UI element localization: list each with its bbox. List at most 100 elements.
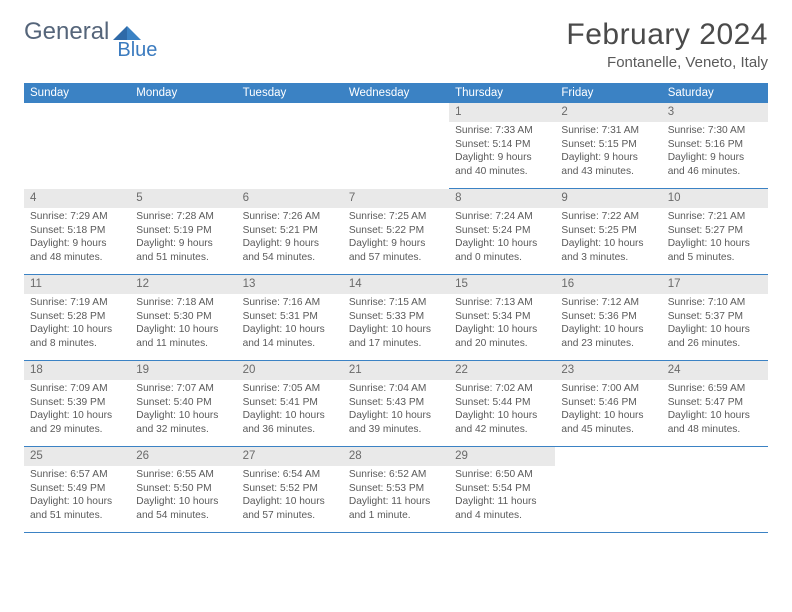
- day-content: Sunrise: 7:10 AMSunset: 5:37 PMDaylight:…: [662, 294, 768, 355]
- calendar-cell: 18Sunrise: 7:09 AMSunset: 5:39 PMDayligh…: [24, 361, 130, 447]
- day-cell: 29Sunrise: 6:50 AMSunset: 5:54 PMDayligh…: [449, 447, 555, 533]
- day-cell: 18Sunrise: 7:09 AMSunset: 5:39 PMDayligh…: [24, 361, 130, 447]
- calendar-cell: 7Sunrise: 7:25 AMSunset: 5:22 PMDaylight…: [343, 189, 449, 275]
- day-content: Sunrise: 7:02 AMSunset: 5:44 PMDaylight:…: [449, 380, 555, 441]
- day-cell: 7Sunrise: 7:25 AMSunset: 5:22 PMDaylight…: [343, 189, 449, 275]
- day-number: 4: [24, 189, 130, 208]
- day-number: 17: [662, 275, 768, 294]
- day-cell: 3Sunrise: 7:30 AMSunset: 5:16 PMDaylight…: [662, 103, 768, 189]
- day-number: 23: [555, 361, 661, 380]
- calendar-cell: 11Sunrise: 7:19 AMSunset: 5:28 PMDayligh…: [24, 275, 130, 361]
- day-cell: 8Sunrise: 7:24 AMSunset: 5:24 PMDaylight…: [449, 189, 555, 275]
- day-cell: 26Sunrise: 6:55 AMSunset: 5:50 PMDayligh…: [130, 447, 236, 533]
- day-cell: 20Sunrise: 7:05 AMSunset: 5:41 PMDayligh…: [237, 361, 343, 447]
- empty-cell: [555, 447, 661, 533]
- day-number: 28: [343, 447, 449, 466]
- day-cell: 23Sunrise: 7:00 AMSunset: 5:46 PMDayligh…: [555, 361, 661, 447]
- calendar-cell: 21Sunrise: 7:04 AMSunset: 5:43 PMDayligh…: [343, 361, 449, 447]
- logo-text-blue: Blue: [117, 39, 157, 62]
- calendar-cell: 8Sunrise: 7:24 AMSunset: 5:24 PMDaylight…: [449, 189, 555, 275]
- day-content: Sunrise: 6:52 AMSunset: 5:53 PMDaylight:…: [343, 466, 449, 527]
- day-cell: 19Sunrise: 7:07 AMSunset: 5:40 PMDayligh…: [130, 361, 236, 447]
- calendar-week-row: 11Sunrise: 7:19 AMSunset: 5:28 PMDayligh…: [24, 275, 768, 361]
- location: Fontanelle, Veneto, Italy: [566, 54, 768, 71]
- day-content: Sunrise: 7:33 AMSunset: 5:14 PMDaylight:…: [449, 122, 555, 183]
- day-cell: 1Sunrise: 7:33 AMSunset: 5:14 PMDaylight…: [449, 103, 555, 189]
- calendar-cell: [24, 103, 130, 189]
- day-content: Sunrise: 7:18 AMSunset: 5:30 PMDaylight:…: [130, 294, 236, 355]
- empty-cell: [130, 103, 236, 189]
- calendar-table: SundayMondayTuesdayWednesdayThursdayFrid…: [24, 83, 768, 533]
- day-cell: 13Sunrise: 7:16 AMSunset: 5:31 PMDayligh…: [237, 275, 343, 361]
- day-number: 2: [555, 103, 661, 122]
- calendar-cell: 4Sunrise: 7:29 AMSunset: 5:18 PMDaylight…: [24, 189, 130, 275]
- day-cell: 4Sunrise: 7:29 AMSunset: 5:18 PMDaylight…: [24, 189, 130, 275]
- day-number: 15: [449, 275, 555, 294]
- day-cell: 16Sunrise: 7:12 AMSunset: 5:36 PMDayligh…: [555, 275, 661, 361]
- day-number: 10: [662, 189, 768, 208]
- calendar-cell: 25Sunrise: 6:57 AMSunset: 5:49 PMDayligh…: [24, 447, 130, 533]
- day-number: 8: [449, 189, 555, 208]
- day-cell: 27Sunrise: 6:54 AMSunset: 5:52 PMDayligh…: [237, 447, 343, 533]
- day-number: 11: [24, 275, 130, 294]
- logo: General Blue: [24, 18, 157, 46]
- day-cell: 25Sunrise: 6:57 AMSunset: 5:49 PMDayligh…: [24, 447, 130, 533]
- day-content: Sunrise: 7:31 AMSunset: 5:15 PMDaylight:…: [555, 122, 661, 183]
- day-content: Sunrise: 6:57 AMSunset: 5:49 PMDaylight:…: [24, 466, 130, 527]
- calendar-cell: 3Sunrise: 7:30 AMSunset: 5:16 PMDaylight…: [662, 103, 768, 189]
- day-content: Sunrise: 7:24 AMSunset: 5:24 PMDaylight:…: [449, 208, 555, 269]
- day-number: 1: [449, 103, 555, 122]
- day-content: Sunrise: 7:16 AMSunset: 5:31 PMDaylight:…: [237, 294, 343, 355]
- day-number: 20: [237, 361, 343, 380]
- day-number: 24: [662, 361, 768, 380]
- calendar-cell: 15Sunrise: 7:13 AMSunset: 5:34 PMDayligh…: [449, 275, 555, 361]
- calendar-cell: 9Sunrise: 7:22 AMSunset: 5:25 PMDaylight…: [555, 189, 661, 275]
- calendar-cell: 6Sunrise: 7:26 AMSunset: 5:21 PMDaylight…: [237, 189, 343, 275]
- calendar-week-row: 1Sunrise: 7:33 AMSunset: 5:14 PMDaylight…: [24, 103, 768, 189]
- empty-cell: [343, 103, 449, 189]
- day-cell: 9Sunrise: 7:22 AMSunset: 5:25 PMDaylight…: [555, 189, 661, 275]
- calendar-cell: 13Sunrise: 7:16 AMSunset: 5:31 PMDayligh…: [237, 275, 343, 361]
- day-number: 22: [449, 361, 555, 380]
- weekday-header: Sunday: [24, 83, 130, 103]
- calendar-cell: [237, 103, 343, 189]
- day-content: Sunrise: 7:26 AMSunset: 5:21 PMDaylight:…: [237, 208, 343, 269]
- calendar-cell: 12Sunrise: 7:18 AMSunset: 5:30 PMDayligh…: [130, 275, 236, 361]
- calendar-cell: 2Sunrise: 7:31 AMSunset: 5:15 PMDaylight…: [555, 103, 661, 189]
- weekday-header: Tuesday: [237, 83, 343, 103]
- day-content: Sunrise: 7:12 AMSunset: 5:36 PMDaylight:…: [555, 294, 661, 355]
- empty-cell: [24, 103, 130, 189]
- title-block: February 2024 Fontanelle, Veneto, Italy: [566, 18, 768, 71]
- calendar-cell: 23Sunrise: 7:00 AMSunset: 5:46 PMDayligh…: [555, 361, 661, 447]
- day-number: 3: [662, 103, 768, 122]
- day-content: Sunrise: 7:21 AMSunset: 5:27 PMDaylight:…: [662, 208, 768, 269]
- day-number: 18: [24, 361, 130, 380]
- weekday-header: Thursday: [449, 83, 555, 103]
- calendar-cell: 5Sunrise: 7:28 AMSunset: 5:19 PMDaylight…: [130, 189, 236, 275]
- day-number: 21: [343, 361, 449, 380]
- day-cell: 21Sunrise: 7:04 AMSunset: 5:43 PMDayligh…: [343, 361, 449, 447]
- day-cell: 12Sunrise: 7:18 AMSunset: 5:30 PMDayligh…: [130, 275, 236, 361]
- day-number: 14: [343, 275, 449, 294]
- day-number: 19: [130, 361, 236, 380]
- calendar-week-row: 4Sunrise: 7:29 AMSunset: 5:18 PMDaylight…: [24, 189, 768, 275]
- day-number: 13: [237, 275, 343, 294]
- weekday-header: Saturday: [662, 83, 768, 103]
- day-content: Sunrise: 7:00 AMSunset: 5:46 PMDaylight:…: [555, 380, 661, 441]
- calendar-cell: [662, 447, 768, 533]
- calendar-cell: 24Sunrise: 6:59 AMSunset: 5:47 PMDayligh…: [662, 361, 768, 447]
- day-content: Sunrise: 6:55 AMSunset: 5:50 PMDaylight:…: [130, 466, 236, 527]
- day-content: Sunrise: 7:22 AMSunset: 5:25 PMDaylight:…: [555, 208, 661, 269]
- day-cell: 5Sunrise: 7:28 AMSunset: 5:19 PMDaylight…: [130, 189, 236, 275]
- day-cell: 28Sunrise: 6:52 AMSunset: 5:53 PMDayligh…: [343, 447, 449, 533]
- day-content: Sunrise: 7:25 AMSunset: 5:22 PMDaylight:…: [343, 208, 449, 269]
- day-content: Sunrise: 7:29 AMSunset: 5:18 PMDaylight:…: [24, 208, 130, 269]
- calendar-cell: 17Sunrise: 7:10 AMSunset: 5:37 PMDayligh…: [662, 275, 768, 361]
- day-cell: 15Sunrise: 7:13 AMSunset: 5:34 PMDayligh…: [449, 275, 555, 361]
- calendar-body: 1Sunrise: 7:33 AMSunset: 5:14 PMDaylight…: [24, 103, 768, 533]
- day-number: 5: [130, 189, 236, 208]
- logo-text-general: General: [24, 18, 109, 46]
- day-content: Sunrise: 6:59 AMSunset: 5:47 PMDaylight:…: [662, 380, 768, 441]
- weekday-header: Monday: [130, 83, 236, 103]
- empty-cell: [237, 103, 343, 189]
